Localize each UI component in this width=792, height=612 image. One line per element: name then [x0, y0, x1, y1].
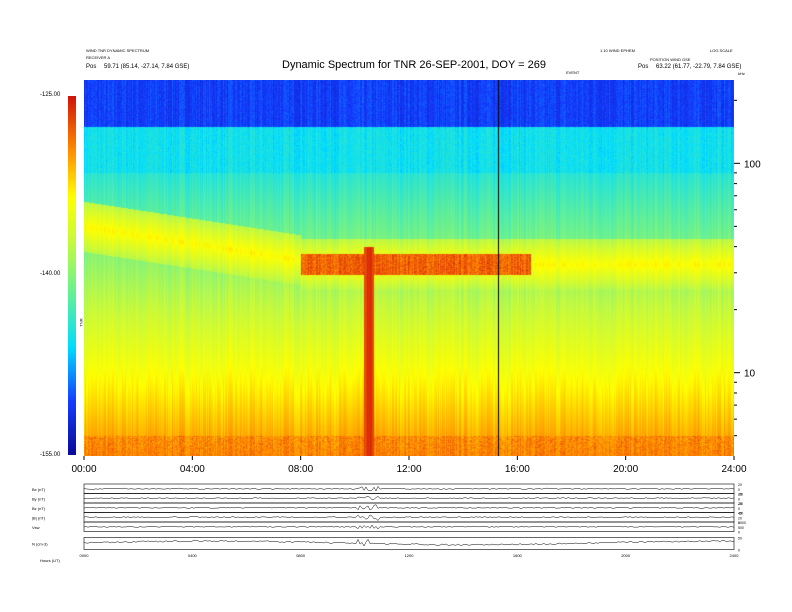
- header-right-line1: 1.10 WIND EPHEM: [600, 48, 635, 53]
- header-left-position-label: Pos: [86, 64, 97, 70]
- header-right-line2: POSITION WIND GSE: [650, 57, 691, 62]
- panel-tick-label: -20: [738, 493, 743, 497]
- x-tick-label: 16:00: [505, 464, 530, 475]
- y-axis-ticks: 100 10: [734, 99, 761, 437]
- panel-tick-label: 0: [738, 549, 740, 553]
- bottom-tick-label: 0800: [296, 553, 306, 558]
- panel-tick-label: 500: [738, 526, 744, 530]
- colorbar-tick-mid: -140.00: [40, 271, 61, 277]
- colorbar: [68, 96, 76, 455]
- panel-tick-label: -20: [738, 502, 743, 506]
- panel-label: Bz (nT): [32, 506, 46, 511]
- panel-label: By (nT): [32, 496, 46, 501]
- header-right-position-values: 63.22 (61.77, -22.79, 7.84 GSE): [656, 64, 742, 70]
- event-marker-label: EVENT: [566, 70, 580, 75]
- x-tick-label: 12:00: [396, 464, 421, 475]
- footer-label: Hours (UT): [40, 558, 60, 563]
- panel-tick-label: 0: [738, 488, 740, 492]
- bottom-tick-label: 0000: [80, 553, 90, 558]
- bottom-tick-label: 1200: [405, 553, 415, 558]
- bottom-tick-label: 1600: [513, 553, 523, 558]
- panel-tick-label: 40: [738, 512, 742, 516]
- x-tick-label: 24:00: [721, 464, 746, 475]
- panel-tick-label: 0: [738, 497, 740, 501]
- panel-label: Bx (nT): [32, 487, 46, 492]
- header-right-position-label: Pos: [638, 64, 649, 70]
- x-tick-label: 08:00: [288, 464, 313, 475]
- panel-trace: [83, 514, 735, 521]
- panel-tick-label: 20: [738, 493, 742, 497]
- panel-tick-label: 1000: [738, 521, 746, 525]
- panel-tick-label: 20: [738, 483, 742, 487]
- panel-label: |B| (nT): [32, 515, 46, 520]
- colorbar-tick-bottom: -155.00: [40, 452, 61, 458]
- x-tick-label: 04:00: [180, 464, 205, 475]
- x-axis-ticks: 00:00 04:00 08:00 12:00 16:00 20:00 24:00: [71, 456, 747, 475]
- header-left-line2: RECEIVER A: [86, 55, 111, 60]
- bottom-tick-label: 2400: [730, 553, 740, 558]
- panel-trace: [83, 485, 735, 492]
- panel-tick-label: -20: [738, 512, 743, 516]
- x-tick-label: 00:00: [71, 464, 96, 475]
- chart-title: Dynamic Spectrum for TNR 26-SEP-2001, DO…: [282, 59, 547, 71]
- panel-tick-label: 0: [738, 531, 740, 535]
- units-label: kHz: [738, 71, 745, 76]
- panel-tick-label: 20: [738, 502, 742, 506]
- y-tick-label: 100: [744, 159, 761, 170]
- panel-tick-label: 50: [738, 537, 742, 541]
- panel-trace: [83, 504, 735, 511]
- header-left-line1: WIND TNR DYNAMIC SPECTRUM: [86, 48, 150, 53]
- panel-tick-label: 20: [738, 516, 742, 520]
- panel-label: N (cm-3): [32, 542, 48, 547]
- colorbar-tick-top: -125.00: [40, 92, 61, 98]
- x-tick-label: 20:00: [613, 464, 638, 475]
- dynamic-spectrum-heatmap: [84, 80, 734, 456]
- y-tick-label: 10: [744, 369, 756, 380]
- panel-label: Vsw: [32, 525, 40, 530]
- panel-trace: [83, 496, 735, 501]
- panel-trace: [83, 538, 735, 547]
- header-left-position-values: 59.71 (85.14, -27.14, 7.84 GSE): [104, 64, 190, 70]
- bottom-tick-label: 2000: [621, 553, 631, 558]
- panel-tick-label: 0: [738, 507, 740, 511]
- panel-trace: [83, 524, 735, 530]
- bottom-tick-label: 0400: [188, 553, 198, 558]
- header-right-top-small: LOG SCALE: [710, 48, 733, 53]
- panel-frame: [83, 537, 735, 550]
- panel-tick-label: 0: [738, 521, 740, 525]
